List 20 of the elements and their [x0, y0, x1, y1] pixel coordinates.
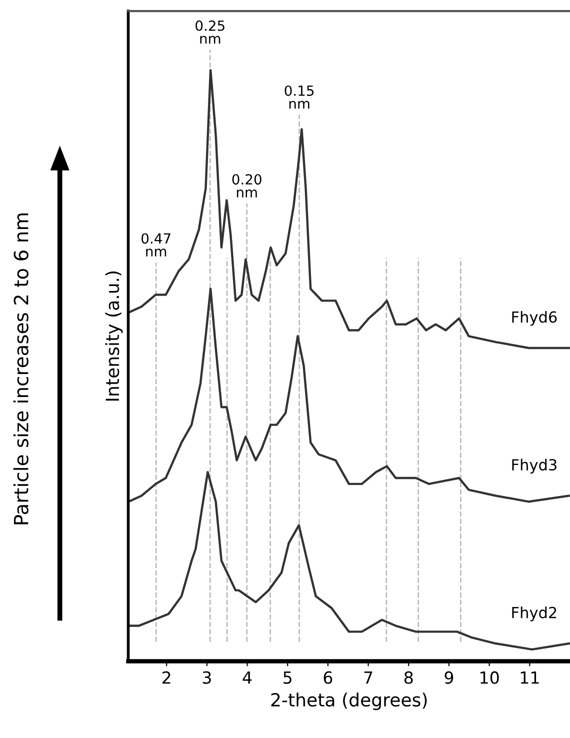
x-tick-label: 7 — [364, 671, 372, 684]
series-label: Fhyd3 — [512, 458, 556, 474]
x-tick-label: 3 — [202, 671, 211, 684]
x-tick-label: 11 — [520, 671, 539, 684]
x-axis-title: 2-theta (degrees) — [271, 692, 427, 710]
x-tick-label: 2 — [162, 671, 170, 684]
x-tick-label: 10 — [480, 671, 499, 684]
x-tick-label: 8 — [404, 671, 413, 684]
annotation: 0.47 nm — [142, 233, 170, 256]
x-tick-label: 6 — [324, 671, 332, 684]
annotation: 0.15 nm — [284, 85, 314, 109]
x-tick-label: 5 — [284, 671, 292, 684]
annotation: 0.25 nm — [196, 20, 224, 44]
x-tick-label: 4 — [242, 671, 252, 684]
series-label: Fhyd6 — [512, 310, 557, 326]
annotation: 0.20 nm — [232, 174, 262, 198]
x-tick-label: 9 — [444, 671, 454, 684]
y-axis-title: Intensity (a.u.) — [105, 272, 123, 401]
series-label: Fhyd2 — [512, 606, 556, 622]
text: Particle size increases 2 to 6 nm — [13, 214, 28, 524]
